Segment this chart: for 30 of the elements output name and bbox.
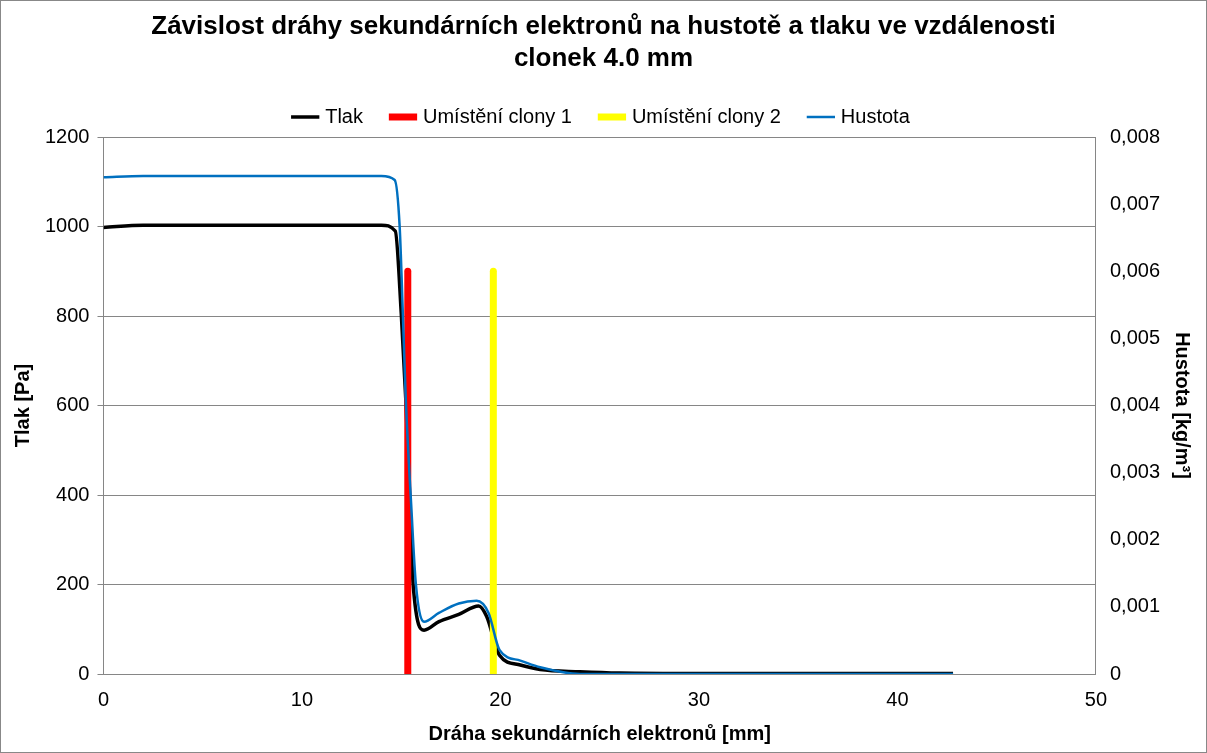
chart-title: Závislost dráhy sekundárních elektronů na hustotě a tlaku ve vzdálenosti clonek 4.0 mm <box>150 9 1057 73</box>
x-tick-label: 50 <box>1084 687 1108 710</box>
legend-label: Tlak <box>325 104 364 127</box>
x-tick-label: 20 <box>489 687 512 710</box>
legend-label: Hustota <box>840 104 911 127</box>
legend-label: Umístění clony 1 <box>422 104 572 127</box>
x-tick-label: 30 <box>687 687 711 710</box>
y-tick-label: 800 <box>56 303 90 326</box>
y-tick-label: 200 <box>56 572 90 595</box>
y2-tick-label: 0,002 <box>1109 527 1161 550</box>
y2-tick-label: 0,007 <box>1109 191 1161 214</box>
x-axis-title: Dráha sekundárních elektronů [mm] <box>428 721 771 744</box>
y2-tick-label: 0,003 <box>1109 460 1161 483</box>
y2-tick-label: 0,001 <box>1109 594 1161 617</box>
y-tick-label: 400 <box>56 482 90 505</box>
y-tick-label: 1000 <box>44 214 90 237</box>
x-tick-label: 40 <box>886 687 909 710</box>
y2-tick-label: 0,008 <box>1109 124 1161 147</box>
y-axis-title: Tlak [Pa] <box>10 363 33 448</box>
x-tick-label: 0 <box>97 687 110 710</box>
y-tick-label: 0 <box>78 661 90 684</box>
legend-label: Umístění clony 2 <box>631 104 781 127</box>
x-tick-label: 10 <box>290 687 314 710</box>
y2-tick-label: 0,005 <box>1109 325 1161 348</box>
y2-axis-title: Hustota [kg/m³] <box>1172 332 1195 479</box>
y2-tick-label: 0,006 <box>1109 258 1161 281</box>
y2-tick-label: 0 <box>1109 661 1122 684</box>
y2-tick-label: 0,004 <box>1109 393 1161 416</box>
y-tick-label: 600 <box>56 393 90 416</box>
y-tick-label: 1200 <box>44 124 90 147</box>
